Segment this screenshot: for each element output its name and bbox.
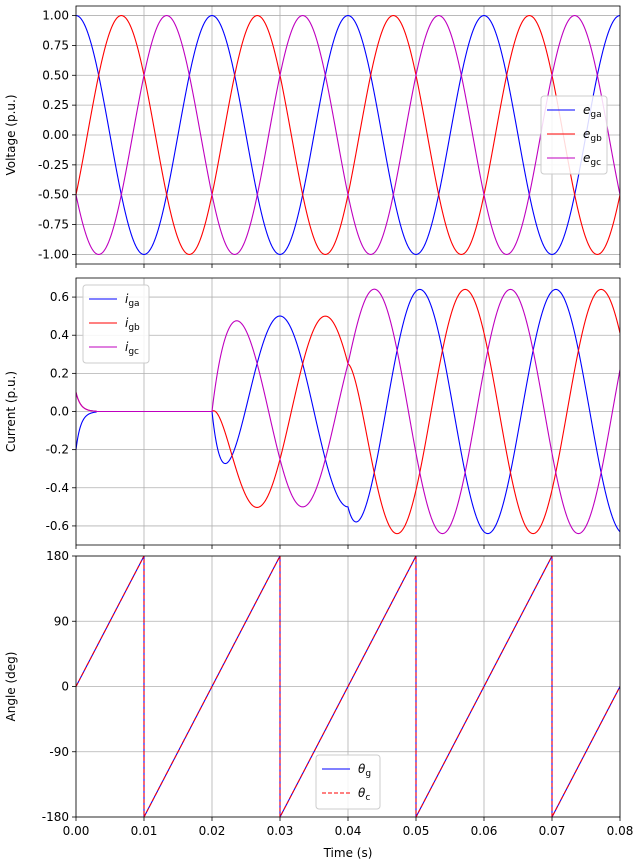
y-tick-label: -0.4: [46, 481, 69, 495]
x-tick-label: 0.06: [471, 824, 498, 838]
x-tick-label: 0.04: [335, 824, 362, 838]
legend-subscript: gb: [590, 134, 602, 144]
legend-symbol: i: [125, 316, 129, 330]
y-tick-label: -180: [42, 810, 69, 824]
legend-label-gb: egb: [583, 127, 602, 144]
y-tick-label: 0.2: [50, 366, 69, 380]
legend-symbol: θ: [358, 786, 366, 800]
y-tick-label: 0.00: [42, 128, 69, 142]
series-line-c: [76, 556, 620, 817]
y-tick-label: -0.2: [46, 443, 69, 457]
series-line-gc: [76, 15, 620, 255]
legend-symbol: e: [583, 127, 590, 141]
series-line-gc: [76, 288, 620, 535]
y-tick-label: 0.25: [42, 98, 69, 112]
legend-symbol: e: [583, 151, 590, 165]
legend-label-ga: iga: [125, 292, 140, 309]
plot-area: [76, 288, 620, 535]
y-axis-label: Voltage (p.u.): [4, 94, 18, 175]
y-tick-label: -0.50: [38, 188, 69, 202]
legend-label-c: θc: [358, 786, 370, 803]
y-tick-label: -0.6: [46, 519, 69, 533]
y-tick-label: -0.75: [38, 218, 69, 232]
y-tick-label: 1.00: [42, 9, 69, 23]
legend-subscript: gc: [128, 347, 139, 357]
legend-label-gc: egc: [583, 151, 601, 168]
legend-box: [315, 754, 381, 810]
y-axis-label: Angle (deg): [4, 652, 18, 722]
legend-label-gc: igc: [125, 340, 139, 357]
x-tick-label: 0.08: [607, 824, 634, 838]
y-tick-label: 0.4: [50, 328, 69, 342]
y-tick-label: 0.0: [50, 405, 69, 419]
x-tick-label: 0.07: [539, 824, 566, 838]
legend-label-gb: igb: [125, 316, 140, 333]
y-tick-label: 0: [61, 680, 69, 694]
legend-symbol: i: [125, 340, 129, 354]
legend-box: [82, 284, 150, 364]
axes-frame: [75, 555, 621, 818]
plot-area: [76, 15, 620, 255]
legend-subscript: g: [365, 769, 371, 779]
x-tick-label: 0.05: [403, 824, 430, 838]
x-tick-label: 0.02: [199, 824, 226, 838]
legend-box: [540, 95, 608, 175]
y-tick-label: -0.25: [38, 158, 69, 172]
plot-area: [76, 556, 620, 817]
panel-angle: -180 -90 0 90 180 0.00 0.01 0.02 0.03 0.04 0.05 0.0…: [4, 549, 633, 860]
x-tick-label: 0.01: [131, 824, 158, 838]
legend-symbol: e: [583, 103, 590, 117]
legend-subscript: c: [365, 793, 370, 803]
legend-subscript: gc: [590, 158, 601, 168]
y-axis-label: Current (p.u.): [4, 371, 18, 452]
legend-label-ga: ega: [583, 103, 602, 120]
legend-label-g: θg: [358, 762, 371, 779]
y-tick-label: 180: [46, 549, 69, 563]
axes-frame: [75, 5, 621, 265]
x-axis-label: Time (s): [323, 846, 373, 860]
y-tick-label: 0.6: [50, 290, 69, 304]
y-tick-label: -1.00: [38, 247, 69, 261]
x-tick-label: 0.00: [63, 824, 90, 838]
legend-subscript: ga: [590, 110, 601, 120]
x-tick-label: 0.03: [267, 824, 294, 838]
y-tick-label: 0.50: [42, 68, 69, 82]
legend-symbol: θ: [358, 762, 366, 776]
legend-subscript: ga: [128, 299, 139, 309]
y-tick-label: 0.75: [42, 38, 69, 52]
y-tick-label: -90: [49, 745, 69, 759]
legend-symbol: i: [125, 292, 129, 306]
panel-voltage: -1.00 -0.75 -0.50 -0.25 0.00 0.25 0.50 0.75 1.00…: [4, 5, 621, 268]
axes-frame: [75, 277, 621, 546]
legend-subscript: gb: [128, 323, 140, 333]
y-tick-label: 90: [54, 614, 69, 628]
